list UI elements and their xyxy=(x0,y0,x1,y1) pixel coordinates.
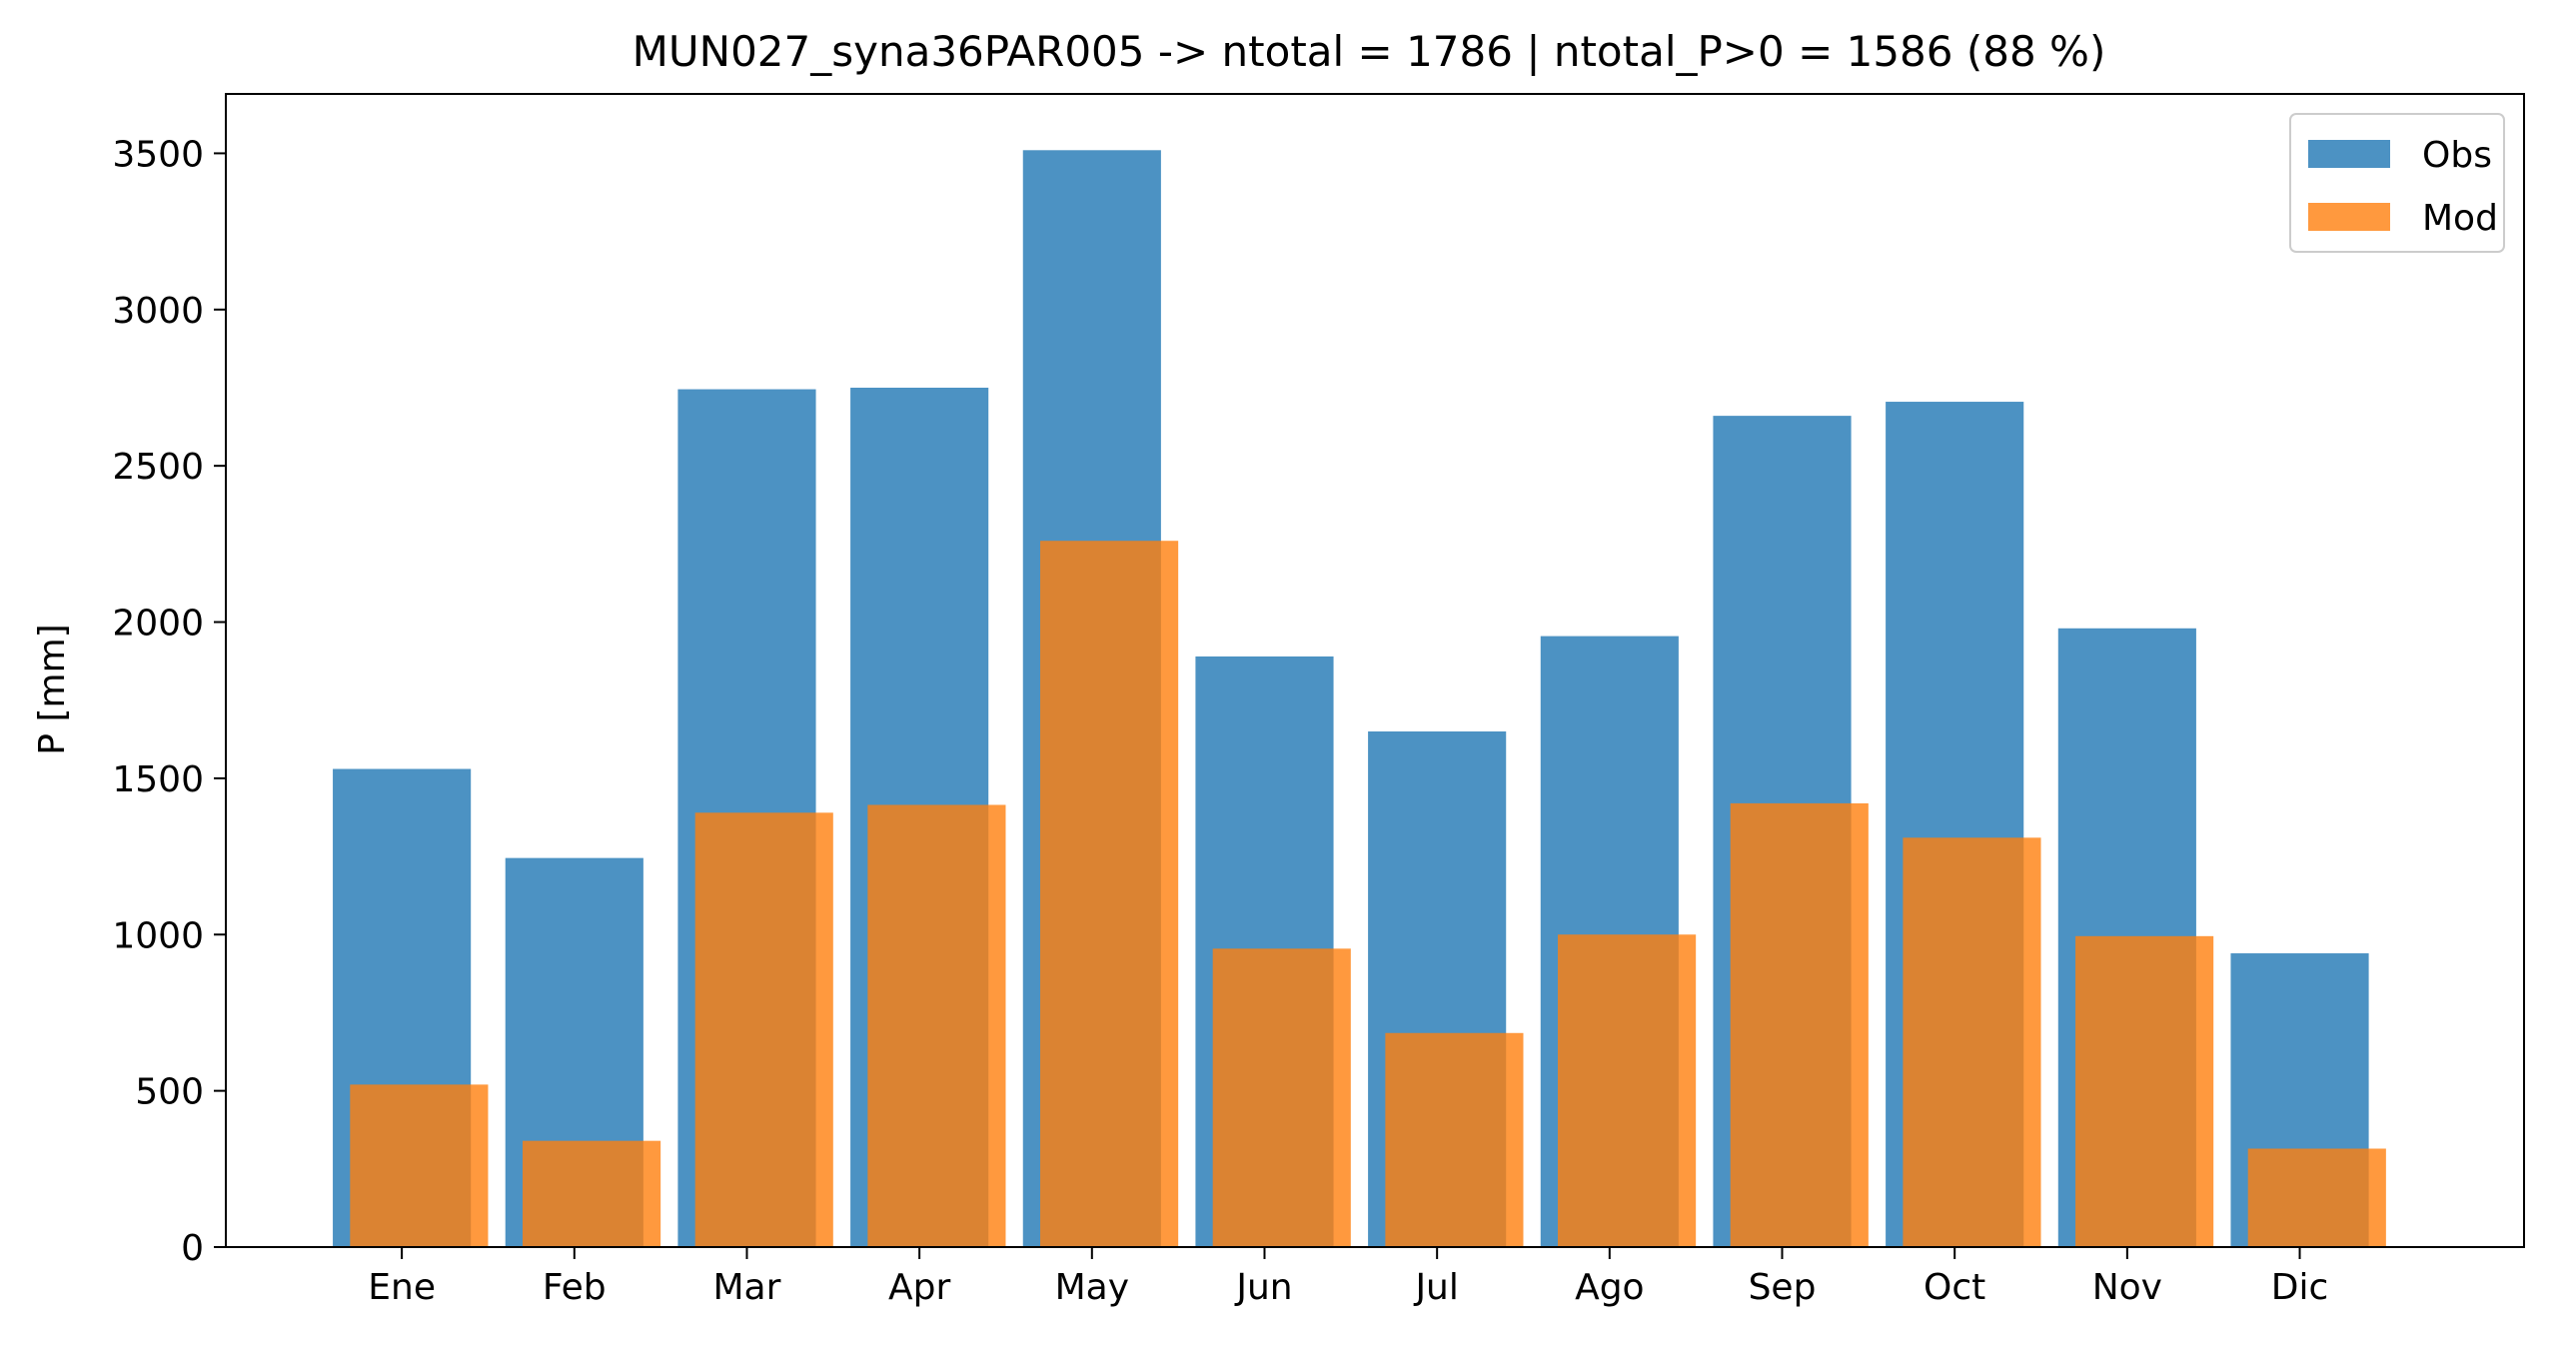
bar-mod-jun xyxy=(1212,948,1351,1247)
y-tick-label: 1000 xyxy=(112,915,204,956)
x-tick-label: Jun xyxy=(1234,1267,1292,1308)
y-tick-label: 3000 xyxy=(112,291,204,332)
y-tick-label: 1500 xyxy=(112,759,204,800)
x-tick-label: May xyxy=(1055,1267,1129,1308)
legend-swatch-mod xyxy=(2308,203,2390,231)
legend-label-obs: Obs xyxy=(2422,135,2492,176)
bar-mod-oct xyxy=(1903,837,2041,1247)
bar-mod-mar xyxy=(694,812,833,1247)
bar-mod-feb xyxy=(523,1140,661,1247)
x-tick-label: Ene xyxy=(368,1267,436,1308)
legend: Obs Mod xyxy=(2289,113,2505,253)
bar-mod-apr xyxy=(867,804,1006,1247)
bar-mod-nov xyxy=(2075,935,2214,1247)
y-tick-label: 3500 xyxy=(112,134,204,175)
x-tick-label: Ago xyxy=(1575,1267,1645,1308)
x-tick-label: Mar xyxy=(713,1267,781,1308)
x-tick-label: Jul xyxy=(1413,1267,1458,1308)
bar-mod-dic xyxy=(2247,1148,2386,1247)
plot-frame xyxy=(225,93,2525,1248)
bar-mod-sep xyxy=(1730,802,1869,1247)
legend-label-mod: Mod xyxy=(2422,198,2498,239)
x-tick-label: Feb xyxy=(543,1267,607,1308)
ticks-layer: Ene Feb Mar Apr May Jun Jul Ago Sep Oct Nov Dic 0 500… xyxy=(112,134,2328,1308)
y-tick-label: 500 xyxy=(135,1072,204,1113)
x-tick-label: Apr xyxy=(888,1267,950,1308)
y-tick-label: 2000 xyxy=(112,604,204,645)
y-tick-label: 0 xyxy=(181,1228,204,1269)
chart-title: MUN027_syna36PAR005 -> ntotal = 1786 | n… xyxy=(633,27,2106,76)
y-axis-label: P [mm] xyxy=(32,624,73,754)
x-tick-label: Oct xyxy=(1924,1267,1985,1308)
bar-mod-ene xyxy=(350,1084,489,1247)
x-tick-label: Sep xyxy=(1749,1267,1817,1308)
series-mod xyxy=(350,541,2386,1247)
bar-mod-jul xyxy=(1385,1032,1524,1247)
x-tick-label: Dic xyxy=(2271,1267,2329,1308)
legend-swatch-obs xyxy=(2308,140,2390,168)
x-tick-label: Nov xyxy=(2092,1267,2162,1308)
y-tick-label: 2500 xyxy=(112,447,204,488)
bar-mod-ago xyxy=(1558,934,1697,1247)
bar-mod-may xyxy=(1040,541,1179,1247)
bars-layer xyxy=(333,150,2386,1248)
